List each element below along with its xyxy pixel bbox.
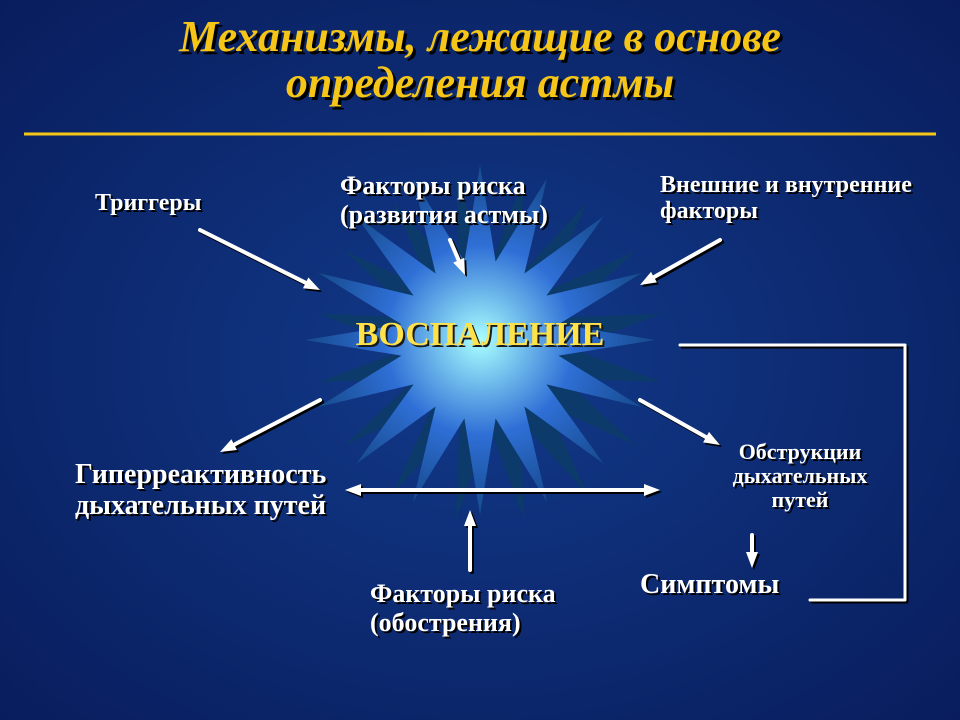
arrow-center-to-obstruct — [640, 400, 720, 445]
label-symptoms: Симптомы — [640, 570, 779, 601]
arrow-center-to-hyper — [220, 400, 320, 452]
arrow-extint-to-center — [640, 240, 720, 285]
arrow-hyper-obstruct — [345, 484, 660, 496]
center-label-main: ВОСПАЛЕНИЕ — [0, 316, 960, 354]
label-risk-exacerbation: Факторы риска (обострения) — [370, 580, 556, 637]
slide-stage: Механизмы, лежащие в основе определения … — [0, 0, 960, 720]
label-hyperreactivity: Гиперреактивность дыхательных путей — [75, 460, 326, 522]
arrow-triggers-to-center — [200, 230, 320, 290]
label-triggers: Триггеры — [95, 190, 202, 216]
label-risk-development: Факторы риска (развития астмы) — [340, 172, 548, 229]
arrow-shadow-center-to-hyper — [222, 402, 322, 454]
label-obstruction: Обструкции дыхательных путей — [700, 440, 900, 513]
label-external-internal: Внешние и внутренние факторы — [660, 172, 912, 225]
